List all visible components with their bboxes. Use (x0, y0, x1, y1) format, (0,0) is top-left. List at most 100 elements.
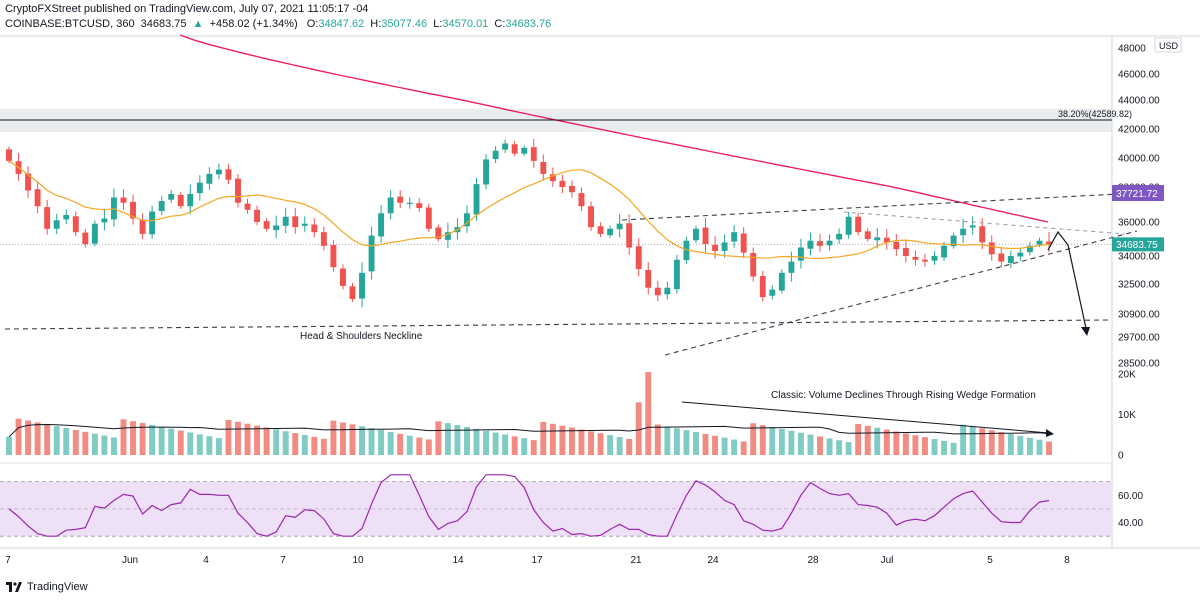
candle-body (6, 149, 12, 161)
candle-body (626, 223, 633, 248)
candle-body (235, 178, 241, 203)
candle-body (378, 213, 385, 237)
volume-bar (63, 428, 70, 455)
volume-bar (330, 420, 337, 455)
candle-body (807, 240, 814, 249)
volume-bar (588, 431, 594, 455)
chart-header: CryptoFXStreet published on TradingView.… (5, 0, 1195, 32)
candle-body (597, 226, 604, 234)
volume-bar (1026, 437, 1033, 455)
volume-bar (149, 424, 156, 455)
candle-body (196, 182, 203, 194)
candle-body (874, 237, 881, 241)
candle-body (349, 286, 356, 299)
price-tick-label: 32500.00 (1118, 280, 1160, 291)
time-tick-label: 21 (630, 555, 642, 566)
volume-bar (1046, 441, 1052, 455)
volume-bar (282, 431, 289, 455)
fib-label: 38.20%(42589.82) (1058, 109, 1132, 119)
candle-body (444, 232, 451, 240)
candle-body (311, 224, 318, 233)
candle-body (206, 173, 213, 184)
volume-bar (960, 424, 967, 455)
volume-bar (864, 425, 871, 455)
volume-bar (683, 430, 690, 455)
volume-bar (464, 426, 470, 455)
candle-body (769, 289, 776, 296)
volume-bar (273, 429, 280, 455)
volume-bar (187, 432, 194, 455)
volume-bar (263, 427, 270, 455)
volume-bar (797, 432, 804, 455)
price-tick-label: 48000 (1118, 44, 1146, 55)
low-label: L: (433, 18, 443, 30)
candle-body (1026, 245, 1033, 253)
volume-bar (540, 421, 547, 455)
volume-bar (292, 433, 299, 455)
candle-body (149, 211, 156, 235)
volume-bar (1017, 435, 1024, 455)
candle-body (1036, 240, 1043, 245)
volume-bar (206, 436, 213, 455)
candle-body (464, 213, 470, 227)
candle-body (339, 268, 346, 286)
candlesticks (6, 138, 1052, 308)
candle-body (273, 225, 280, 231)
bar-up-arrow-icon: ▲ (192, 18, 204, 30)
candle-body (549, 174, 556, 182)
volume-bar (425, 439, 432, 455)
rsi-line (8, 474, 1050, 537)
candle-body (435, 227, 442, 239)
close-label: C: (494, 18, 506, 30)
candle-body (540, 161, 547, 174)
volume-bar (311, 436, 318, 455)
volume-bar (6, 436, 12, 455)
candle-body (702, 227, 709, 245)
neckline-trendline (4, 319, 1109, 330)
volume-bar (578, 429, 585, 455)
last-price-badge-text: 34683.75 (1116, 240, 1158, 251)
symbol-label[interactable]: COINBASE:BTCUSD, 360 (5, 18, 135, 30)
candle-body (864, 231, 871, 239)
candle-body (416, 203, 423, 208)
candle-body (44, 207, 51, 229)
candle-body (797, 247, 804, 261)
price-change: +458.02 (+1.34%) (209, 18, 298, 30)
candle-body (492, 150, 499, 160)
volume-bar (912, 435, 919, 455)
volume-bar (922, 437, 928, 455)
candle-body (588, 206, 594, 228)
time-tick-label: Jun (122, 555, 138, 566)
tradingview-logo-icon (6, 582, 22, 592)
candle-body (740, 233, 747, 253)
volume-bar (387, 431, 394, 455)
price-tick-label: 40000.00 (1118, 154, 1160, 165)
time-tick-label: 28 (807, 555, 819, 566)
volume-bar (244, 423, 251, 455)
volume-bar (301, 435, 308, 455)
price-tag-text: 37721.72 (1116, 189, 1158, 200)
volume-bar (883, 429, 890, 455)
candle-body (635, 246, 642, 270)
volume-bar (788, 430, 795, 455)
candle-body (82, 232, 89, 245)
volume-bar (998, 432, 1005, 455)
volume-bar (225, 419, 232, 455)
time-tick-label: 10 (352, 555, 364, 566)
candle-body (263, 221, 270, 229)
candle-body (788, 261, 795, 273)
candle-body (578, 193, 585, 207)
volume-bar (368, 428, 375, 455)
volume-bar (130, 421, 136, 455)
candle-body (502, 143, 509, 150)
currency-badge[interactable] (1154, 37, 1182, 53)
volume-bar (769, 427, 776, 455)
drawn-trendlines (0, 119, 1138, 437)
tradingview-footer[interactable]: TradingView (0, 578, 300, 598)
volume-bar (893, 431, 900, 455)
candle-body (301, 223, 308, 226)
rsi-axis-ticks: 60.00 40.00 (1118, 491, 1143, 529)
time-tick-label: 17 (531, 555, 543, 566)
candle-body (387, 197, 394, 214)
